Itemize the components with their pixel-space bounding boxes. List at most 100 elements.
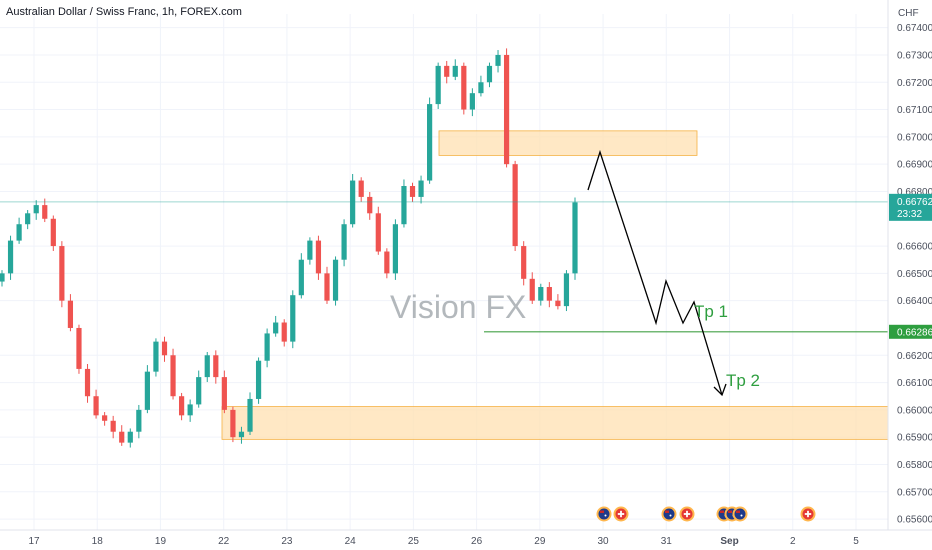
candle[interactable]: [178, 392, 185, 421]
candle[interactable]: [67, 294, 74, 332]
x-axis[interactable]: 17 18 19 22 23 24 25 26 29 30 31 Sep 2 5: [0, 529, 932, 547]
tp-level-value: 0.66286: [897, 327, 932, 338]
ch-flag-icon[interactable]: [679, 506, 695, 522]
candle[interactable]: [196, 370, 202, 408]
candle[interactable]: [384, 248, 390, 279]
au-flag-icon[interactable]: [732, 506, 748, 522]
candle[interactable]: [273, 315, 279, 337]
candle[interactable]: [281, 319, 287, 347]
candle[interactable]: [538, 283, 544, 306]
candle[interactable]: [76, 324, 82, 374]
candle[interactable]: [50, 215, 56, 251]
candle[interactable]: [119, 425, 125, 446]
candle[interactable]: [332, 256, 339, 306]
candle[interactable]: [478, 75, 484, 97]
candle[interactable]: [33, 200, 39, 220]
candle[interactable]: [238, 426, 245, 444]
candle[interactable]: [563, 270, 570, 312]
candle[interactable]: [255, 357, 262, 404]
candle-body: [401, 186, 407, 225]
candle-body: [102, 415, 108, 421]
candle-body: [33, 205, 39, 214]
x-tick-label: 23: [281, 536, 293, 547]
flag-star: [669, 514, 672, 517]
grid-lines: [0, 14, 888, 530]
candle[interactable]: [290, 290, 296, 349]
y-tick-label: 0.65900: [897, 433, 932, 444]
candle[interactable]: [213, 350, 219, 384]
candle[interactable]: [221, 370, 227, 414]
au-flag-icon[interactable]: [596, 506, 612, 522]
candle[interactable]: [315, 235, 322, 280]
candle[interactable]: [546, 282, 552, 308]
candle-body: [324, 273, 330, 301]
candle[interactable]: [84, 364, 91, 403]
candle-body: [230, 409, 236, 438]
candle[interactable]: [0, 270, 5, 287]
candle[interactable]: [435, 62, 441, 110]
candle[interactable]: [93, 389, 99, 419]
ch-flag-icon[interactable]: [800, 506, 816, 522]
candle[interactable]: [7, 235, 14, 280]
candle[interactable]: [264, 328, 270, 368]
candle[interactable]: [367, 192, 373, 220]
candle[interactable]: [144, 365, 150, 414]
candle[interactable]: [529, 272, 535, 304]
candles[interactable]: [0, 48, 578, 448]
candle[interactable]: [153, 338, 159, 377]
x-tick-label: 29: [534, 536, 546, 547]
candle[interactable]: [16, 217, 22, 244]
candle[interactable]: [136, 404, 142, 439]
candle[interactable]: [59, 241, 65, 308]
candle[interactable]: [161, 336, 168, 362]
candle-body: [170, 355, 176, 397]
candle[interactable]: [401, 179, 407, 228]
candle[interactable]: [512, 160, 518, 251]
supply-zone: [438, 130, 698, 156]
candle[interactable]: [307, 237, 313, 265]
candle[interactable]: [469, 88, 475, 117]
candle[interactable]: [324, 266, 330, 304]
candle-body: [444, 65, 450, 77]
event-markers[interactable]: [596, 506, 816, 522]
candle[interactable]: [392, 219, 399, 280]
candle[interactable]: [555, 294, 561, 310]
candle[interactable]: [102, 412, 108, 426]
candle-body: [367, 196, 373, 214]
au-flag-icon[interactable]: [661, 506, 677, 522]
candle[interactable]: [230, 406, 236, 443]
candle[interactable]: [25, 210, 31, 230]
candle[interactable]: [110, 415, 116, 439]
candle[interactable]: [375, 206, 381, 255]
candle[interactable]: [427, 97, 433, 184]
current-price-tag: [889, 193, 932, 221]
candle[interactable]: [42, 198, 48, 223]
candle[interactable]: [127, 428, 133, 448]
candle[interactable]: [503, 48, 510, 168]
candle[interactable]: [170, 348, 176, 400]
candle[interactable]: [409, 182, 416, 202]
candle[interactable]: [358, 177, 364, 202]
candle[interactable]: [495, 50, 501, 73]
candle[interactable]: [204, 351, 210, 383]
candle-body: [375, 213, 381, 252]
countdown-value: 23:32: [897, 209, 922, 220]
candle[interactable]: [341, 219, 347, 267]
candle[interactable]: [486, 62, 493, 88]
ch-flag-icon[interactable]: [613, 506, 629, 522]
candle[interactable]: [187, 399, 193, 422]
candle[interactable]: [418, 175, 424, 204]
y-tick-label: 0.66200: [897, 351, 932, 362]
candle[interactable]: [298, 253, 304, 299]
y-tick-label: 0.66900: [897, 160, 932, 171]
candle[interactable]: [444, 60, 450, 84]
flag-cross-h: [804, 513, 812, 515]
candle[interactable]: [521, 241, 527, 286]
candle[interactable]: [247, 392, 253, 435]
candle[interactable]: [350, 173, 356, 228]
candle[interactable]: [572, 197, 578, 280]
candle[interactable]: [461, 62, 467, 115]
candle[interactable]: [452, 59, 458, 81]
y-axis[interactable]: CHF 0.67400 0.67300 0.67200 0.67100 0.67000 0.…: [887, 0, 932, 530]
